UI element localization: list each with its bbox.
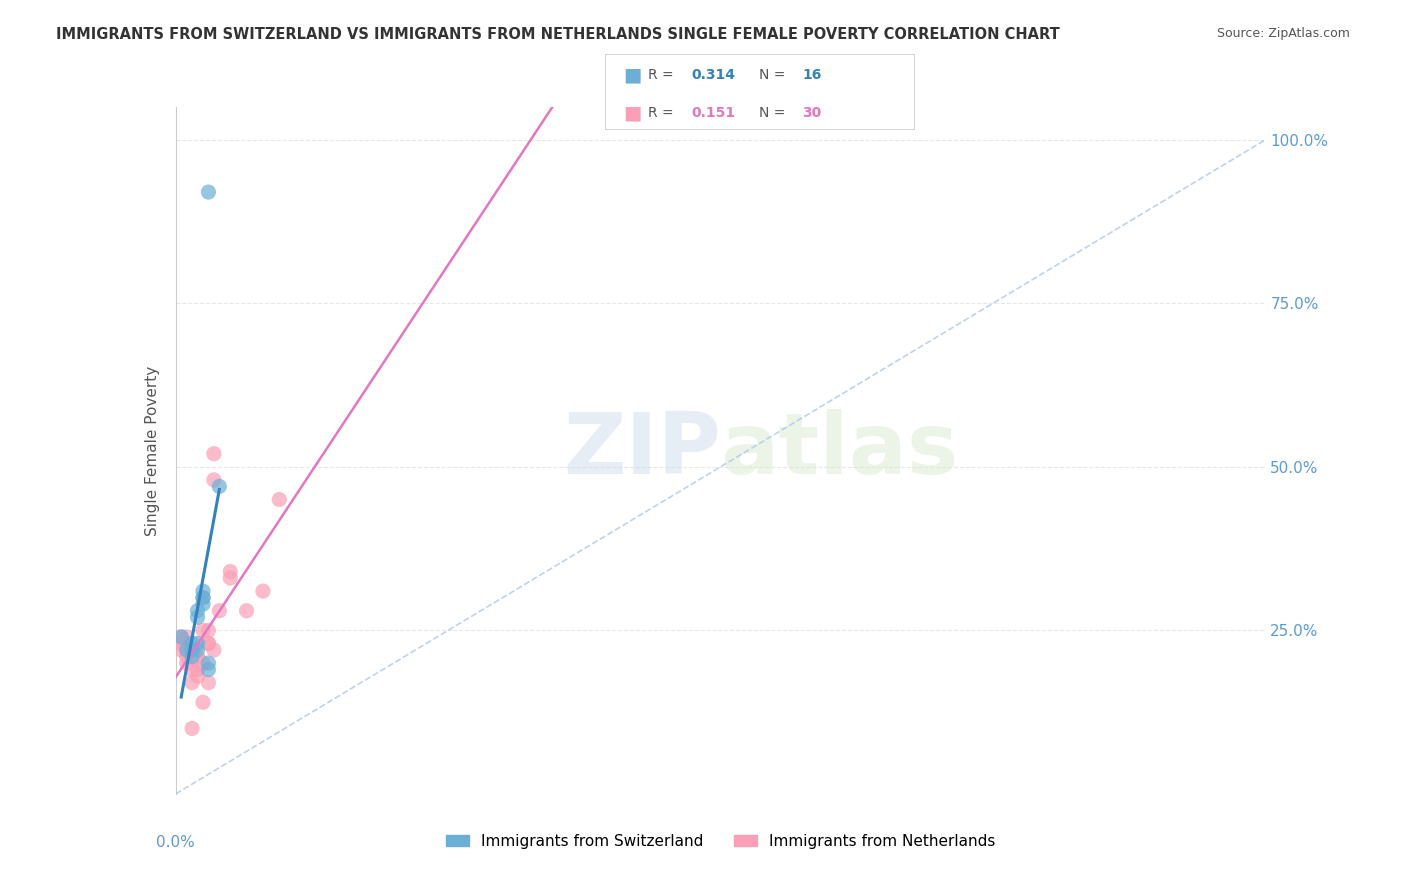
Point (170, 636, 193, 650)
Point (181, 722, 204, 736)
Point (186, 604, 209, 618)
Point (181, 663, 204, 677)
Point (181, 675, 204, 690)
Text: ■: ■ (623, 65, 641, 84)
Point (197, 675, 219, 690)
Point (197, 185, 219, 199)
Point (202, 643, 225, 657)
Point (181, 636, 204, 650)
Point (252, 584, 274, 599)
Point (181, 643, 204, 657)
Text: Source: ZipAtlas.com: Source: ZipAtlas.com (1216, 27, 1350, 40)
Point (176, 656, 198, 670)
Point (186, 636, 209, 650)
Text: 0.0%: 0.0% (156, 835, 195, 850)
Text: ■: ■ (623, 103, 641, 122)
Text: ZIP: ZIP (562, 409, 721, 492)
Legend: Immigrants from Switzerland, Immigrants from Netherlands: Immigrants from Switzerland, Immigrants … (440, 828, 1001, 855)
Text: 16: 16 (803, 68, 823, 82)
Point (191, 584, 214, 599)
Text: 0.314: 0.314 (692, 68, 735, 82)
Point (219, 571, 242, 585)
Point (176, 649, 198, 664)
Point (181, 649, 204, 664)
Point (176, 636, 198, 650)
Point (186, 643, 209, 657)
Point (191, 656, 214, 670)
Point (202, 473, 225, 487)
Point (181, 643, 204, 657)
Point (176, 643, 198, 657)
Point (219, 565, 242, 579)
Text: 0.151: 0.151 (692, 105, 735, 120)
Point (176, 630, 198, 644)
Point (208, 479, 231, 493)
Point (191, 624, 214, 638)
Point (186, 649, 209, 664)
Point (191, 591, 214, 605)
Point (197, 636, 219, 650)
Point (191, 591, 214, 605)
Y-axis label: Single Female Poverty: Single Female Poverty (145, 366, 160, 535)
Point (186, 669, 209, 683)
Point (197, 636, 219, 650)
Point (197, 624, 219, 638)
Text: atlas: atlas (721, 409, 959, 492)
Point (186, 610, 209, 624)
Text: N =: N = (759, 68, 790, 82)
Point (197, 656, 219, 670)
Point (191, 597, 214, 611)
Point (235, 604, 257, 618)
Text: 30: 30 (803, 105, 821, 120)
Text: R =: R = (648, 68, 678, 82)
Text: IMMIGRANTS FROM SWITZERLAND VS IMMIGRANTS FROM NETHERLANDS SINGLE FEMALE POVERTY: IMMIGRANTS FROM SWITZERLAND VS IMMIGRANT… (56, 27, 1060, 42)
Point (208, 604, 231, 618)
Point (197, 663, 219, 677)
Text: R =: R = (648, 105, 678, 120)
Point (170, 643, 193, 657)
Text: N =: N = (759, 105, 790, 120)
Point (191, 695, 214, 709)
Point (269, 492, 291, 507)
Point (170, 630, 193, 644)
Point (186, 663, 209, 677)
Point (202, 447, 225, 461)
Point (170, 630, 193, 644)
